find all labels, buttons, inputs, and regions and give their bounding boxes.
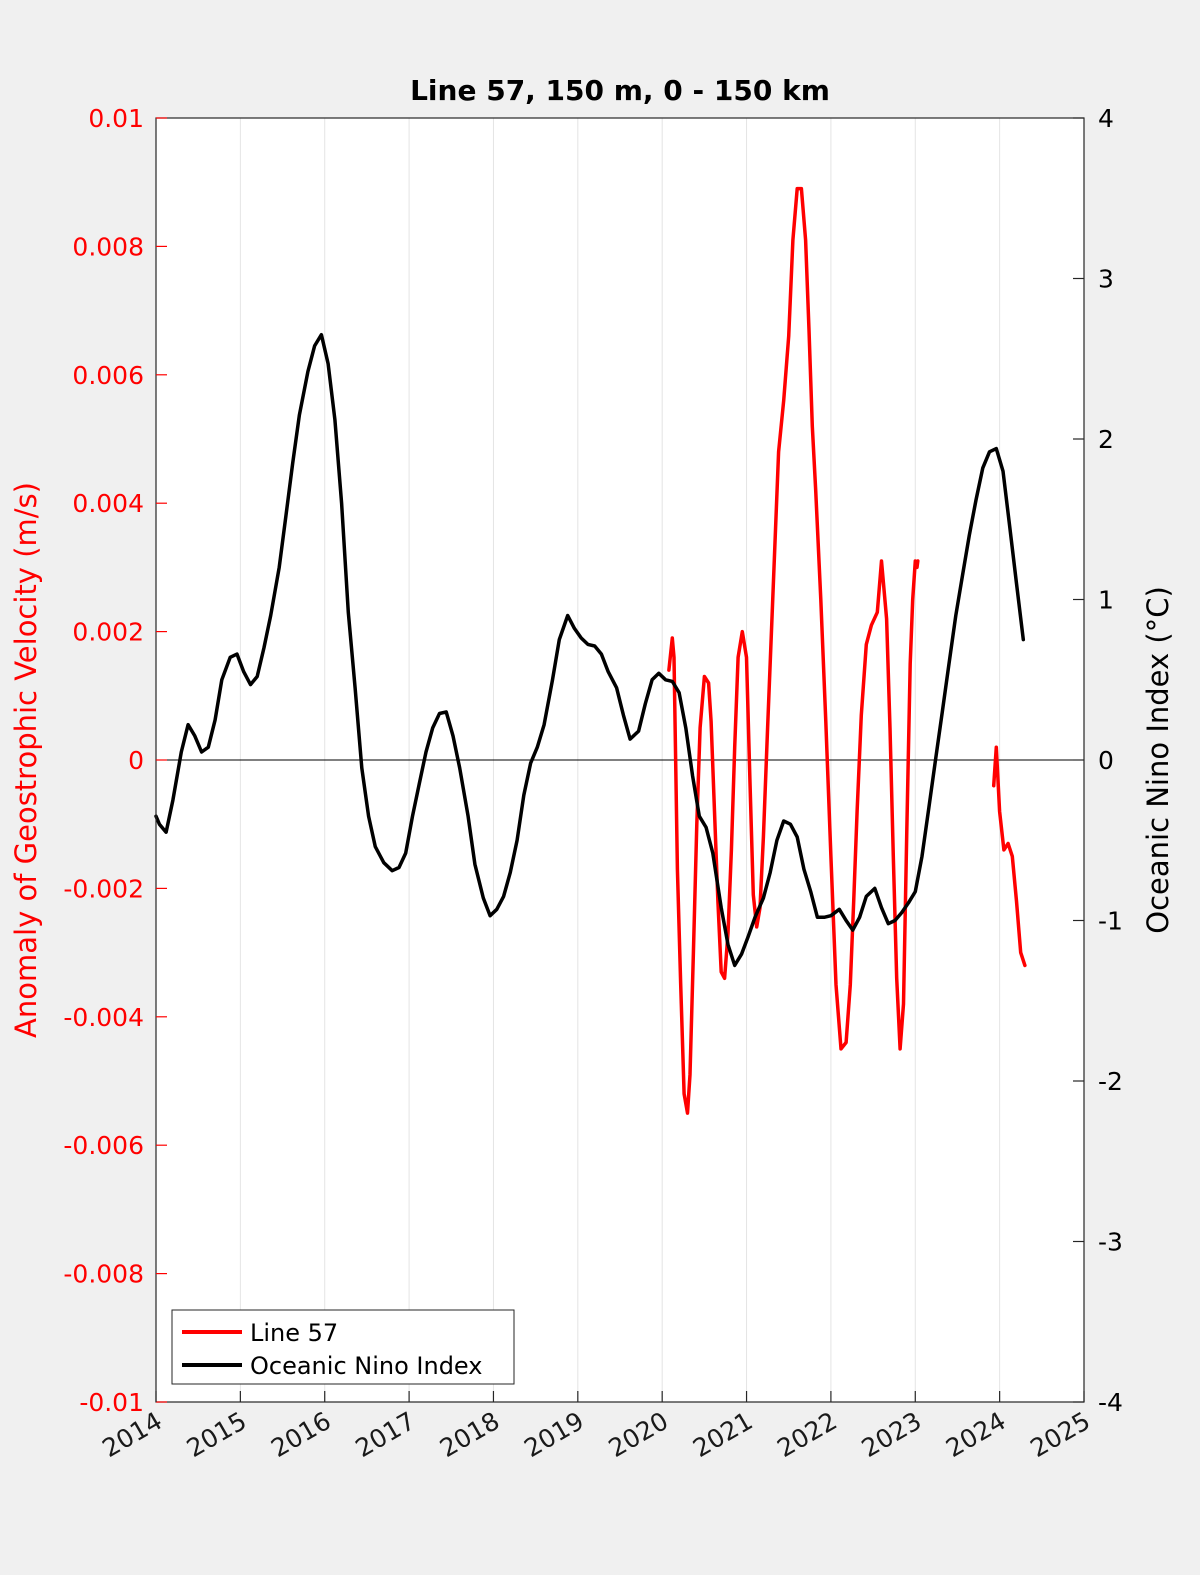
x-tick-label-2021: 2021: [688, 1406, 758, 1463]
right-tick-label-5: -1: [1098, 907, 1123, 936]
right-tick-label-1: 3: [1098, 265, 1114, 294]
x-tick-label-2018: 2018: [435, 1406, 505, 1463]
chart-title: Line 57, 150 m, 0 - 150 km: [410, 74, 830, 107]
left-tick-label-3: 0.004: [72, 489, 144, 518]
left-tick-label-5: 0: [128, 746, 144, 775]
left-tick-label-7: -0.004: [63, 1003, 144, 1032]
series-line-0-segment-1: [991, 745, 1027, 968]
left-tick-label-6: -0.002: [63, 874, 144, 903]
right-tick-label-3: 1: [1098, 586, 1114, 615]
right-tick-label-7: -3: [1098, 1228, 1123, 1257]
right-y-axis: 4 3 2 1 0 -1 -2 -3 -4: [1073, 104, 1123, 1417]
legend-label-line-57: Line 57: [250, 1319, 338, 1347]
x-tick-label-2020: 2020: [604, 1406, 674, 1463]
right-tick-label-6: -2: [1098, 1067, 1123, 1096]
series-line-1-segment-0: [154, 332, 1026, 968]
right-tick-label-8: -4: [1098, 1388, 1123, 1417]
x-tick-label-2023: 2023: [857, 1406, 927, 1463]
left-tick-label-2: 0.006: [72, 361, 144, 390]
left-tick-label-1: 0.008: [72, 232, 144, 261]
x-tick-label-2015: 2015: [182, 1406, 252, 1463]
left-tick-label-9: -0.008: [63, 1260, 144, 1289]
left-tick-label-4: 0.002: [72, 618, 144, 647]
left-tick-label-10: -0.01: [79, 1388, 144, 1417]
legend-label-oni: Oceanic Nino Index: [250, 1352, 482, 1380]
legend-box: [171, 1309, 515, 1385]
right-axis-label: Oceanic Nino Index (°C): [1141, 586, 1175, 934]
legend: Line 57 Oceanic Nino Index: [171, 1309, 515, 1385]
left-y-axis: 0.01 0.008 0.006 0.004 0.002 0 -0.002 -0.004 -0.…: [63, 104, 167, 1417]
x-tick-label-2022: 2022: [772, 1406, 842, 1463]
series-line-0-segment-0: [667, 186, 920, 1115]
x-tick-label-2017: 2017: [350, 1406, 420, 1463]
x-tick-label-2025: 2025: [1025, 1406, 1095, 1463]
series-lines: [154, 186, 1027, 1115]
x-tick-label-2016: 2016: [266, 1406, 336, 1463]
x-tick-label-2019: 2019: [519, 1406, 589, 1463]
right-tick-label-0: 4: [1098, 104, 1114, 133]
right-tick-label-2: 2: [1098, 425, 1114, 454]
left-tick-label-0: 0.01: [88, 104, 144, 133]
x-tick-label-2024: 2024: [941, 1406, 1011, 1463]
left-tick-label-8: -0.006: [63, 1131, 144, 1160]
left-axis-label: Anomaly of Geostrophic Velocity (m/s): [9, 482, 43, 1038]
right-tick-label-4: 0: [1098, 746, 1114, 775]
